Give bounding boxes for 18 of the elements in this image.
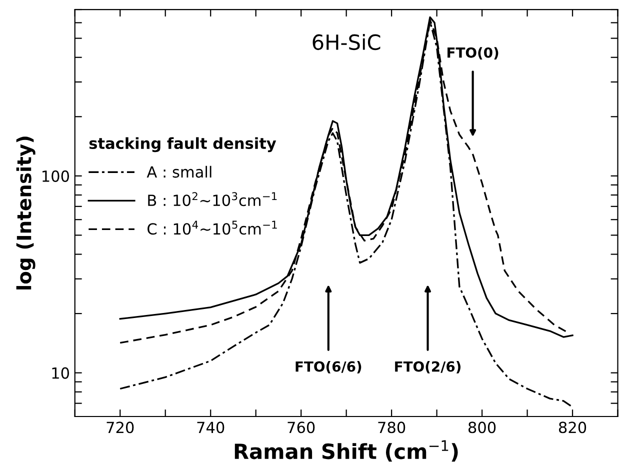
x-tick-label: 720 — [106, 422, 134, 434]
annotation: FTO(0) — [448, 47, 498, 60]
x-tick-label: 800 — [468, 422, 496, 434]
x-tick-label: 820 — [558, 422, 586, 434]
y-tick-label: 10 — [52, 367, 70, 379]
x-tick-label: 780 — [378, 422, 406, 434]
annotation: 6H-SiC — [312, 34, 380, 50]
y-axis-title: log (Intensity) — [16, 136, 36, 290]
legend-label: C : 10$^{4}$∼10$^{5}$cm$^{−1}$ — [148, 220, 277, 235]
annotation: FTO(2/6) — [395, 361, 460, 374]
legend-label: A : small — [146, 166, 212, 178]
x-axis-title: Raman Shift (cm$^{−1}$) — [234, 440, 458, 462]
annotation: FTO(6/6) — [296, 361, 362, 374]
x-tick-label: 760 — [288, 422, 315, 434]
y-tick-label: 100 — [42, 170, 70, 182]
legend-label: B : 10$^{2}$∼10$^{3}$cm$^{−1}$ — [148, 192, 277, 206]
x-tick-label: 740 — [197, 422, 224, 434]
legend-title: stacking fault density — [89, 137, 276, 152]
